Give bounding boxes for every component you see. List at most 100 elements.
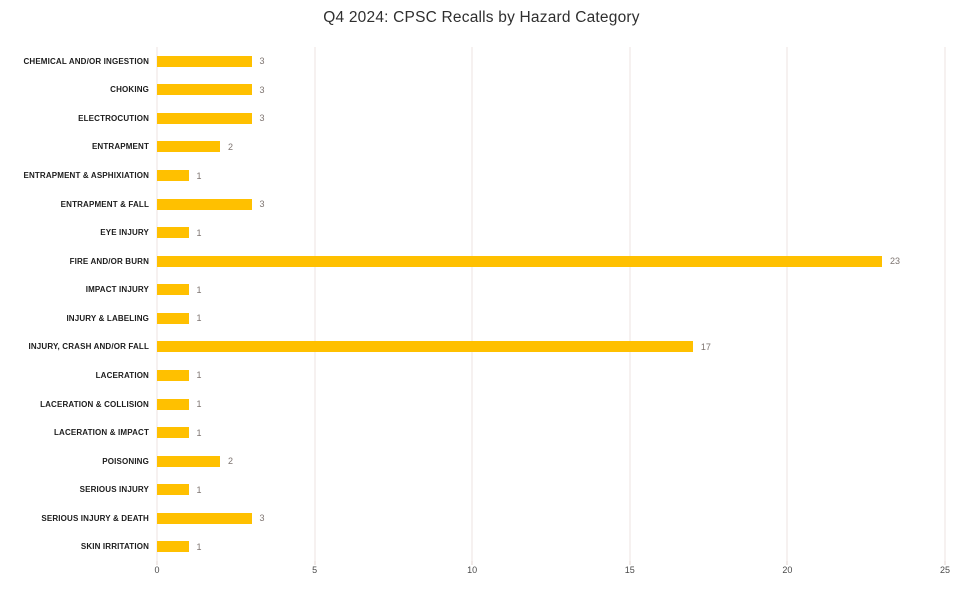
bar	[157, 284, 189, 296]
category-label: LACERATION & IMPACT	[54, 428, 149, 438]
bar	[157, 427, 189, 439]
bar-area: 1	[157, 533, 945, 562]
category-label: SERIOUS INJURY & DEATH	[41, 513, 149, 523]
category-label: CHEMICAL AND/OR INGESTION	[23, 56, 149, 66]
bar-row: IMPACT INJURY 1	[0, 276, 945, 305]
bar-area: 3	[157, 76, 945, 105]
category-label: ENTRAPMENT & ASPHIXIATION	[23, 171, 149, 181]
tick-mark	[314, 561, 316, 565]
bar-area: 3	[157, 104, 945, 133]
bar-row: EYE INJURY 1	[0, 218, 945, 247]
x-axis: 0 5 10 15 20 25	[154, 565, 950, 579]
bar-area: 17	[157, 333, 945, 362]
bar	[157, 255, 882, 267]
category-label: LACERATION	[95, 370, 149, 380]
plot-area	[156, 47, 946, 565]
value-label: 2	[228, 456, 234, 467]
bar-area: 3	[157, 504, 945, 533]
category-label: SKIN IRRITATION	[80, 542, 149, 552]
tick-mark	[786, 561, 788, 565]
bar-area: 1	[157, 304, 945, 333]
bar	[157, 84, 252, 96]
bar	[157, 512, 252, 524]
bar-rows: CHEMICAL AND/OR INGESTION 3 CHOKING 3 ELECTR…	[0, 47, 945, 561]
bar	[157, 341, 693, 353]
tick-mark	[629, 561, 631, 565]
category-label: ENTRAPMENT & FALL	[60, 199, 149, 209]
x-tick-label: 5	[312, 565, 318, 575]
value-label: 3	[259, 56, 265, 67]
tick-mark	[471, 561, 473, 565]
bar-row: ELECTROCUTION 3	[0, 104, 945, 133]
bar-row: CHEMICAL AND/OR INGESTION 3	[0, 47, 945, 76]
bar-area: 1	[157, 218, 945, 247]
value-label: 3	[259, 113, 265, 124]
category-label: SERIOUS INJURY	[79, 485, 149, 495]
gridline	[944, 47, 946, 561]
bar-area: 1	[157, 276, 945, 305]
bar-area: 1	[157, 390, 945, 419]
bar-row: LACERATION & COLLISION 1	[0, 390, 945, 419]
gridline	[471, 47, 473, 561]
bar-area: 2	[157, 133, 945, 162]
value-label: 1	[196, 227, 202, 238]
bar	[157, 369, 189, 381]
bar-area: 3	[157, 190, 945, 219]
bar	[157, 398, 189, 410]
value-label: 1	[196, 399, 202, 410]
bar-row: LACERATION 1	[0, 361, 945, 390]
gridline	[314, 47, 316, 561]
category-label: INJURY & LABELING	[66, 313, 149, 323]
bar-row: LACERATION & IMPACT 1	[0, 418, 945, 447]
bar-area: 1	[157, 418, 945, 447]
bar-row: SKIN IRRITATION 1	[0, 533, 945, 562]
category-label: IMPACT INJURY	[85, 285, 149, 295]
value-label: 1	[196, 484, 202, 495]
value-label: 17	[700, 341, 711, 352]
x-tick-label: 25	[939, 565, 951, 575]
category-label: POISONING	[102, 456, 149, 466]
bar-row: FIRE AND/OR BURN 23	[0, 247, 945, 276]
category-label: EYE INJURY	[100, 228, 149, 238]
bar	[157, 170, 189, 182]
bar-area: 2	[157, 447, 945, 476]
value-label: 1	[196, 313, 202, 324]
x-tick-label: 10	[467, 565, 478, 575]
bar-row: INJURY & LABELING 1	[0, 304, 945, 333]
bar-row: SERIOUS INJURY 1	[0, 475, 945, 504]
value-label: 2	[228, 141, 234, 152]
value-label: 1	[196, 427, 202, 438]
value-label: 1	[196, 541, 202, 552]
tick-mark	[156, 561, 158, 565]
bar-area: 1	[157, 475, 945, 504]
bar-row: ENTRAPMENT 2	[0, 133, 945, 162]
category-label: ENTRAPMENT	[91, 142, 149, 152]
category-label: INJURY, CRASH AND/OR FALL	[28, 342, 149, 352]
bar	[157, 312, 189, 324]
value-label: 1	[196, 284, 202, 295]
x-tick-label: 15	[624, 565, 635, 575]
bar-row: CHOKING 3	[0, 76, 945, 105]
gridline	[629, 47, 631, 561]
bar	[157, 112, 252, 124]
value-label: 3	[259, 513, 265, 524]
bar	[157, 227, 189, 239]
value-label: 3	[259, 84, 265, 95]
category-label: LACERATION & COLLISION	[40, 399, 149, 409]
bar	[157, 141, 221, 153]
bar	[157, 55, 252, 67]
bar	[157, 455, 221, 467]
bar-area: 1	[157, 161, 945, 190]
x-tick-label: 0	[154, 565, 160, 575]
bar-row: SERIOUS INJURY & DEATH 3	[0, 504, 945, 533]
bar-row: ENTRAPMENT & ASPHIXIATION 1	[0, 161, 945, 190]
tick-mark	[944, 561, 946, 565]
category-label: CHOKING	[110, 85, 149, 95]
bar-area: 23	[157, 247, 945, 276]
bar-row: INJURY, CRASH AND/OR FALL 17	[0, 333, 945, 362]
y-axis-line	[156, 47, 158, 561]
category-label: FIRE AND/OR BURN	[69, 256, 149, 266]
bar	[157, 541, 189, 553]
value-label: 1	[196, 370, 202, 381]
